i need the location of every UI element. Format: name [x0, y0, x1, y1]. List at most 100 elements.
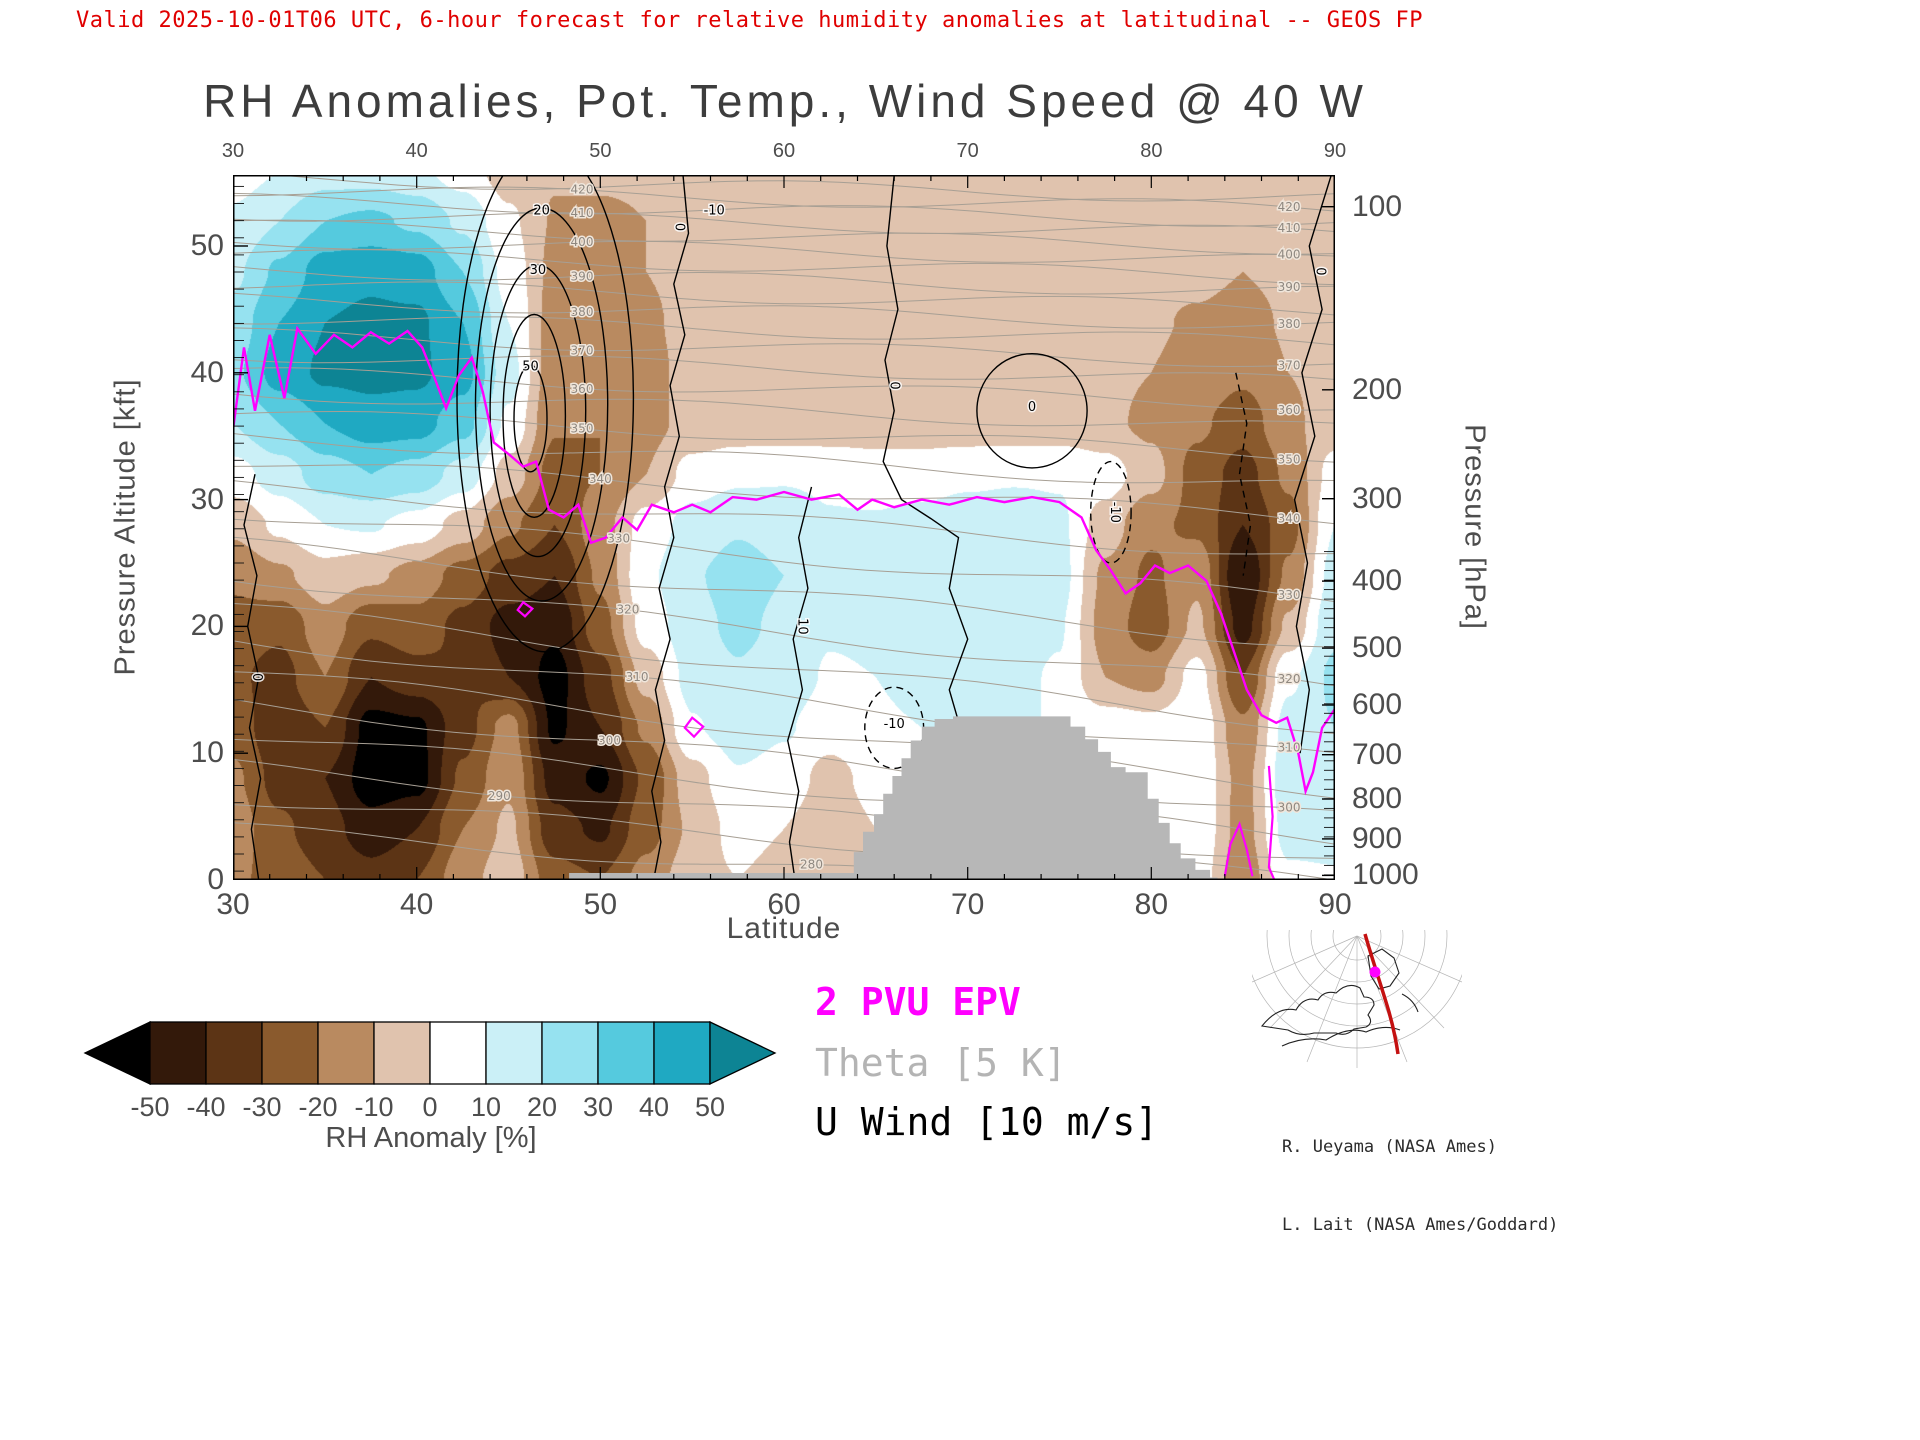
y-axis-right-tick-label: 900: [1352, 821, 1403, 855]
svg-text:0: 0: [249, 673, 264, 681]
y-axis-left-title: Pressure Altitude [kft]: [109, 378, 142, 676]
y-axis-right-tick-label: 800: [1352, 781, 1403, 815]
x-axis-top-tick-label: 30: [221, 140, 245, 162]
svg-text:390: 390: [571, 269, 594, 283]
x-axis-title: Latitude: [726, 912, 842, 945]
svg-text:310: 310: [626, 670, 649, 684]
svg-text:380: 380: [1278, 317, 1301, 331]
y-axis-left-tick-label: 30: [190, 482, 224, 516]
svg-text:400: 400: [571, 235, 594, 249]
svg-text:-10: -10: [1107, 502, 1122, 523]
svg-text:410: 410: [571, 206, 594, 220]
colorbar-tick-label: 0: [422, 1092, 438, 1122]
x-axis-top-tick-label: 70: [956, 140, 979, 162]
x-axis-top-tick-label: 50: [589, 140, 612, 162]
y-axis-left-tick-label: 10: [190, 736, 224, 770]
credit-line-2: L. Lait (NASA Ames/Goddard): [1282, 1215, 1559, 1235]
x-axis-bottom-tick-label: 80: [1134, 888, 1169, 921]
plot-area: 420 410 400 390 380 370 360 350 340 330 320 310 300 2…: [233, 175, 1335, 880]
colorbar-tick-label: 50: [694, 1092, 726, 1122]
y-axis-right-tick-label: 300: [1352, 481, 1403, 515]
svg-text:0: 0: [1313, 267, 1328, 275]
svg-text:410: 410: [1278, 221, 1301, 235]
x-axis-top-tick-label: 80: [1140, 140, 1163, 162]
svg-text:290: 290: [488, 789, 511, 803]
x-axis-bottom-tick-label: 50: [583, 888, 618, 921]
svg-text:20: 20: [533, 203, 550, 218]
y-axis-right-tick-label: 200: [1352, 372, 1403, 406]
svg-text:0: 0: [672, 223, 687, 231]
x-axis-top-tick-label: 90: [1323, 140, 1347, 162]
y-axis-left-tick-label: 50: [190, 229, 224, 262]
svg-text:420: 420: [571, 183, 594, 197]
map-meridian-40w-line: [1363, 933, 1400, 1055]
valid-time-header: Valid 2025-10-01T06 UTC, 6-hour forecast…: [76, 8, 1424, 33]
svg-text:420: 420: [1278, 200, 1301, 214]
svg-text:0: 0: [1028, 400, 1036, 415]
svg-text:370: 370: [1278, 359, 1301, 373]
svg-text:0: 0: [887, 381, 902, 389]
svg-text:380: 380: [571, 305, 594, 319]
svg-text:280: 280: [800, 858, 823, 872]
svg-text:300: 300: [598, 734, 621, 748]
map-inset: [1252, 930, 1462, 1068]
svg-text:50: 50: [522, 359, 539, 374]
svg-text:300: 300: [1278, 801, 1301, 815]
svg-text:340: 340: [589, 472, 612, 486]
y-axis-left-tick-label: 20: [190, 609, 224, 643]
y-axis-left-tick-label: 0: [207, 863, 224, 896]
y-axis-right-tick-label: 700: [1352, 737, 1403, 771]
svg-text:320: 320: [616, 603, 639, 617]
svg-text:350: 350: [571, 422, 594, 436]
svg-text:350: 350: [1278, 453, 1301, 467]
legend-2pvu-epv: 2 PVU EPV: [815, 980, 1021, 1024]
colorbar-tick-label: 10: [470, 1092, 502, 1122]
y-axis-right-tick-label: 600: [1352, 688, 1403, 722]
colorbar-tick-label: 20: [526, 1092, 558, 1122]
y-axis-left-tick-label: 40: [190, 355, 224, 389]
y-axis-right-tick-label: 500: [1352, 631, 1403, 665]
colorbar-tick-label: -50: [130, 1092, 170, 1122]
colorbar-tick-label: -10: [354, 1092, 394, 1122]
map-graticule: [1252, 930, 1462, 1068]
x-axis-bottom-tick-label: 70: [950, 888, 985, 921]
svg-text:-10: -10: [884, 717, 905, 732]
svg-text:360: 360: [1278, 403, 1301, 417]
x-axis-bottom-tick-label: 40: [399, 888, 434, 921]
svg-text:330: 330: [607, 532, 630, 546]
colorbar-title: RH Anomaly [%]: [325, 1122, 537, 1154]
svg-text:-10: -10: [704, 203, 725, 218]
x-axis-top-tick-label: 40: [405, 140, 428, 162]
svg-text:360: 360: [571, 382, 594, 396]
legend-uwind: U Wind [10 m/s]: [815, 1100, 1159, 1144]
credits: R. Ueyama (NASA Ames) L. Lait (NASA Ames…: [1282, 1082, 1558, 1290]
x-axis-top-tick-label: 60: [772, 140, 796, 162]
y-axis-right-tick-label: 400: [1352, 564, 1403, 598]
svg-text:370: 370: [571, 344, 594, 358]
y-axis-right-tick-label: 100: [1352, 189, 1403, 223]
svg-text:330: 330: [1278, 588, 1301, 602]
colorbar-tick-label: 40: [638, 1092, 670, 1122]
svg-text:10: 10: [795, 618, 810, 635]
svg-text:340: 340: [1278, 512, 1301, 526]
colorbar-tick-label: -20: [298, 1092, 338, 1122]
colorbar-tick-label: -40: [186, 1092, 226, 1122]
map-location-dot: [1369, 966, 1381, 978]
svg-text:30: 30: [530, 263, 547, 278]
y-axis-right-tick-label: 1000: [1352, 858, 1419, 892]
colorbar-tick-label: -30: [242, 1092, 282, 1122]
svg-text:390: 390: [1278, 280, 1301, 294]
legend-theta: Theta [5 K]: [815, 1041, 1067, 1085]
svg-text:320: 320: [1278, 672, 1301, 686]
contour-overlay: 4204104003903803703603503403303203103002…: [233, 175, 1335, 880]
chart-title: RH Anomalies, Pot. Temp., Wind Speed @ 4…: [203, 75, 1367, 127]
y-axis-right-title: Pressure [hPa]: [1458, 424, 1491, 630]
credit-line-1: R. Ueyama (NASA Ames): [1282, 1137, 1497, 1157]
x-axis-bottom-tick-label: 90: [1318, 888, 1352, 921]
colorbar-tick-label: 30: [582, 1092, 614, 1122]
svg-text:310: 310: [1278, 741, 1301, 755]
svg-text:400: 400: [1278, 248, 1301, 262]
colorbar: [83, 1020, 777, 1086]
x-axis-bottom-tick-label: 30: [216, 888, 250, 921]
